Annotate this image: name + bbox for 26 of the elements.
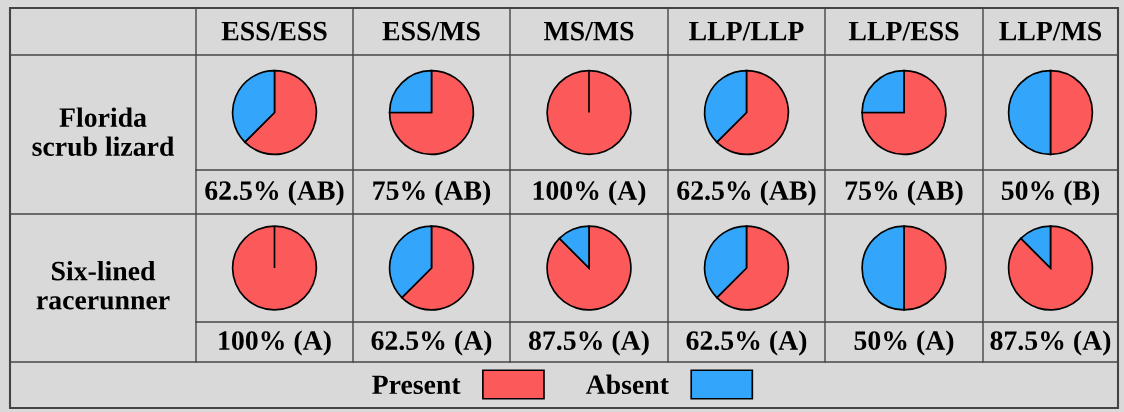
text: 62.5% (AB) [205, 180, 344, 206]
category-label: ESS/ESS [221, 21, 327, 41]
text: 75% (AB) [373, 180, 491, 206]
text: 62.5% (A) [686, 330, 807, 356]
pie-slice [861, 69, 947, 156]
pie-slice [1007, 225, 1094, 311]
text: 75% (AB) [845, 180, 963, 206]
category-label: Six-lined racerunner [36, 260, 170, 310]
legend-label: Present [372, 375, 461, 395]
text: 62.5% (AB) [677, 180, 816, 206]
text: 50% (B) [1001, 180, 1100, 206]
legend-label: Absent [585, 374, 669, 395]
pie-slice [546, 225, 632, 311]
category-label: ESS/MS [382, 21, 480, 41]
category-label: LLP/ESS [848, 21, 959, 41]
pie-slice [388, 69, 475, 156]
text: 50% (A) [854, 330, 954, 356]
text: 100% (A) [533, 180, 646, 206]
text: 87.5% (A) [528, 330, 649, 356]
text: 87.5% (A) [990, 330, 1111, 356]
category-label: Florida scrub lizard [32, 107, 175, 157]
text: 100% (A) [219, 330, 331, 356]
category-label: LLP/LLP [689, 21, 804, 41]
text: 62.5% (A) [371, 330, 492, 356]
category-label: MS/MS [543, 21, 634, 41]
category-label: LLP/MS [999, 21, 1102, 41]
